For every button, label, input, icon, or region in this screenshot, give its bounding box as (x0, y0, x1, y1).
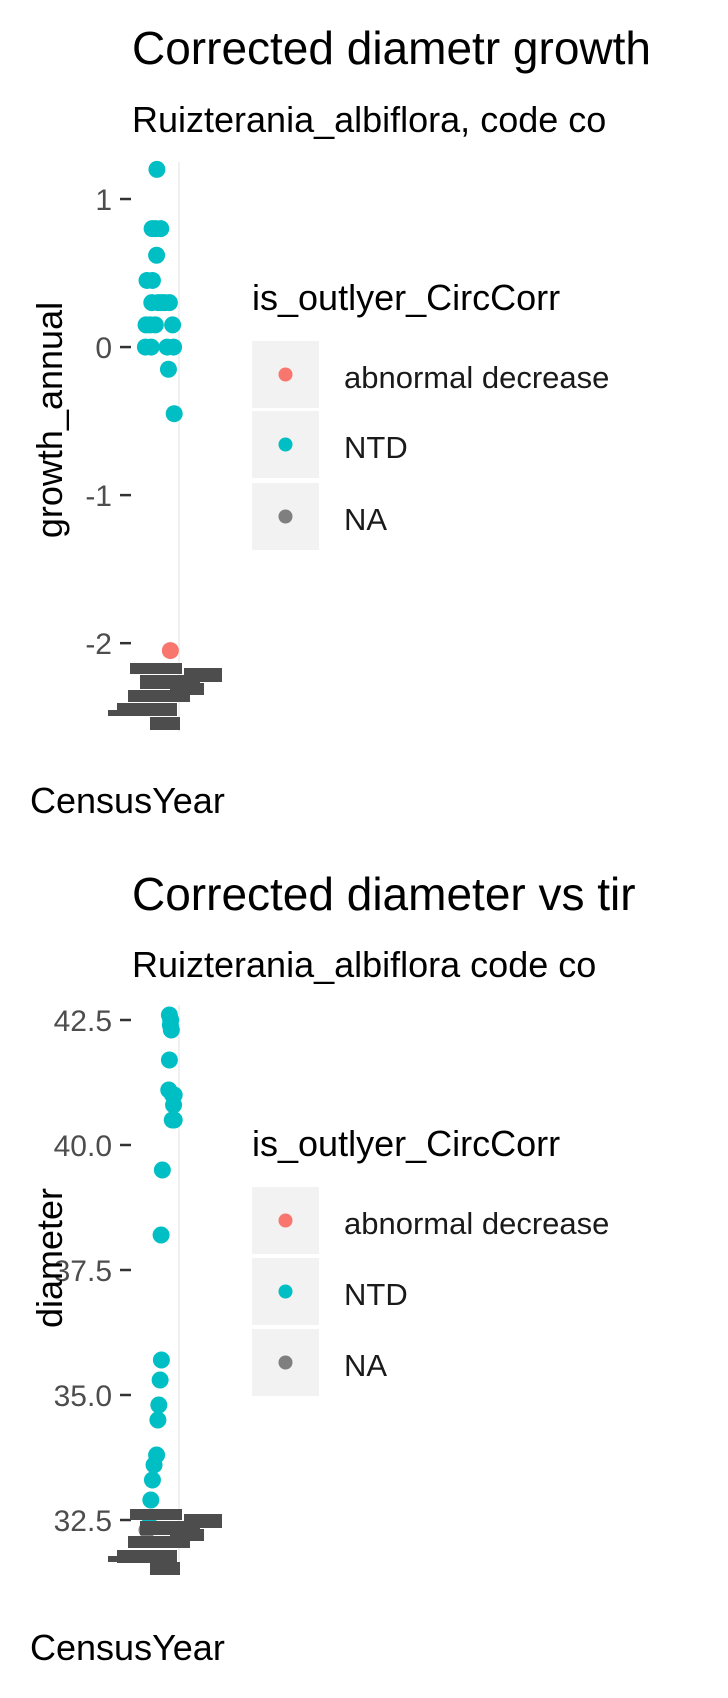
y-axis-title-2: diameter (29, 1188, 70, 1328)
data-point-ntd (143, 1471, 161, 1489)
legend-key-abnormal-decrease-2: abnormal decrease (252, 1187, 609, 1254)
data-point-ntd (159, 360, 177, 378)
data-point-ntd (165, 1111, 183, 1129)
legend-1: is_outlyer_CircCorr abnormal decrease NT… (252, 277, 609, 550)
data-point-ntd (165, 338, 183, 356)
chart-subtitle-1: Ruizterania_albiflora, code co (132, 99, 606, 140)
data-point-ntd (152, 220, 170, 238)
chart-subtitle-2: Ruizterania_albiflora code co (132, 944, 596, 985)
data-point-ntd (164, 316, 182, 334)
y-tick-label: 35.0 (54, 1380, 112, 1413)
data-point-ntd (160, 1051, 178, 1069)
legend-swatch-ntd-1 (278, 437, 293, 452)
y-tick-label: 1 (95, 184, 112, 217)
legend-title-2: is_outlyer_CircCorr (252, 1123, 560, 1164)
y-axis-ticks-1: 1 0 -1 -2 (85, 184, 131, 661)
y-tick-label: -2 (85, 628, 112, 661)
chart-panel-1: Corrected diametr growth Ruizterania_alb… (29, 22, 651, 821)
data-point-ntd (152, 1351, 170, 1369)
y-tick-label: 0 (95, 332, 112, 365)
y-axis-ticks-2: 42.5 40.0 37.5 35.0 32.5 (54, 1005, 131, 1538)
legend-key-ntd-1: NTD (252, 411, 408, 478)
y-tick-label: 37.5 (54, 1255, 112, 1288)
chart-panel-2: Corrected diameter vs tir Ruizterania_al… (29, 868, 636, 1668)
legend-swatch-na-1 (278, 509, 293, 524)
legend-label-abnormal-decrease-2: abnormal decrease (344, 1206, 609, 1241)
y-tick-label: -1 (85, 480, 112, 513)
data-point-abnormal-decrease (161, 642, 179, 660)
data-point-ntd (149, 1411, 167, 1429)
legend-2: is_outlyer_CircCorr abnormal decrease NT… (252, 1123, 609, 1396)
data-point-ntd (165, 405, 183, 423)
legend-swatch-abnormal-decrease-1 (278, 367, 293, 382)
legend-key-abnormal-decrease-1: abnormal decrease (252, 341, 609, 408)
y-tick-label: 40.0 (54, 1130, 112, 1163)
x-tick-labels-2 (108, 1509, 222, 1575)
data-point-ntd (160, 294, 178, 312)
data-point-ntd (153, 1161, 171, 1179)
data-point-ntd (165, 1096, 183, 1114)
data-point-ntd (150, 1396, 168, 1414)
chart-title-2: Corrected diameter vs tir (132, 868, 636, 920)
data-point-ntd (162, 1021, 180, 1039)
data-point-ntd (145, 1456, 163, 1474)
y-tick-label: 42.5 (54, 1005, 112, 1038)
data-point-ntd (142, 338, 160, 356)
legend-key-na-1: NA (252, 483, 387, 550)
data-point-ntd (152, 1226, 170, 1244)
legend-label-ntd-1: NTD (344, 430, 408, 465)
legend-label-na-2: NA (344, 1348, 387, 1383)
legend-swatch-abnormal-decrease-2 (278, 1213, 293, 1228)
legend-swatch-na-2 (278, 1355, 293, 1370)
chart-title-1: Corrected diametr growth (132, 22, 651, 74)
legend-label-abnormal-decrease-1: abnormal decrease (344, 360, 609, 395)
x-axis-title-1: CensusYear (30, 780, 225, 821)
data-point-ntd (146, 316, 164, 334)
legend-label-ntd-2: NTD (344, 1277, 408, 1312)
scatter-points-1 (136, 160, 183, 660)
data-point-ntd (143, 271, 161, 289)
legend-key-na-2: NA (252, 1329, 387, 1396)
x-tick-labels-1 (108, 663, 222, 730)
data-point-ntd (151, 1371, 169, 1389)
legend-swatch-ntd-2 (278, 1284, 293, 1299)
y-tick-label: 32.5 (54, 1505, 112, 1538)
y-axis-title-1: growth_annual (29, 302, 70, 538)
legend-key-ntd-2: NTD (252, 1258, 408, 1325)
x-axis-title-2: CensusYear (30, 1627, 225, 1668)
data-point-ntd (148, 160, 166, 178)
data-point-ntd (142, 1491, 160, 1509)
data-point-ntd (148, 246, 166, 264)
legend-label-na-1: NA (344, 502, 387, 537)
legend-title-1: is_outlyer_CircCorr (252, 277, 560, 318)
